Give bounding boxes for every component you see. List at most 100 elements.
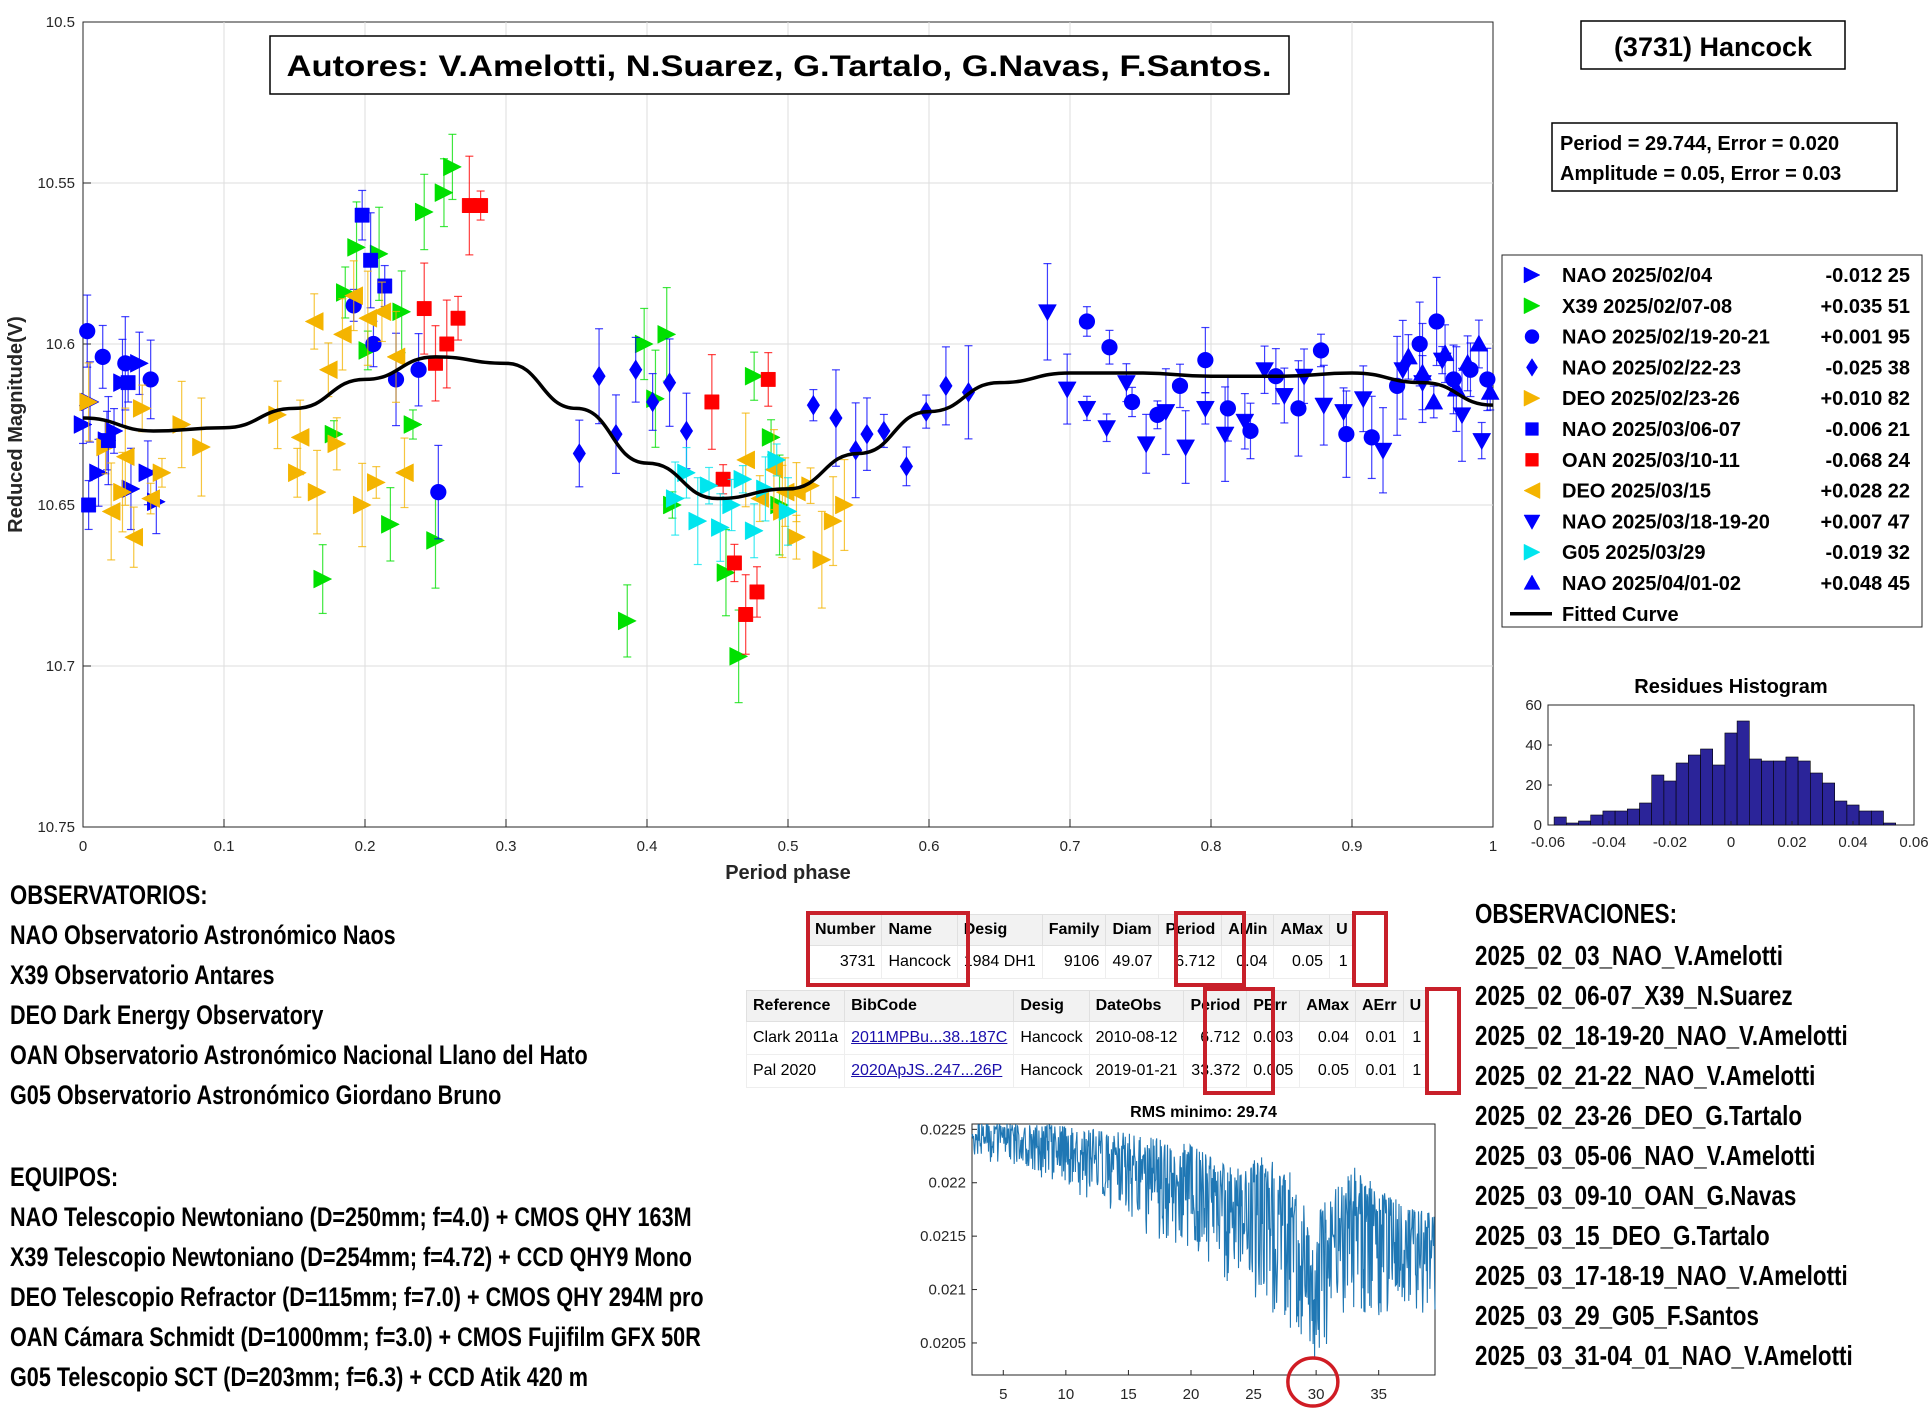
catalog-header-row: Number Name Desig Family Diam Period AMin AMax U <box>807 914 1355 946</box>
data-point <box>1435 344 1455 362</box>
histogram-bar <box>1688 754 1701 826</box>
observatorios-line: X39 Observatorio Antares <box>10 960 275 990</box>
data-point <box>1197 352 1214 369</box>
equipos-line: NAO Telescopio Newtoniano (D=250mm; f=4.… <box>10 1202 692 1232</box>
data-point <box>592 365 606 387</box>
data-point <box>354 207 370 223</box>
data-point <box>352 495 372 515</box>
y-tick-label: 10.55 <box>37 175 75 192</box>
catalog-cell: 1984 DH1 <box>956 945 1043 979</box>
data-point <box>1314 397 1334 415</box>
histogram-bar <box>1639 802 1652 826</box>
data-point <box>307 482 327 502</box>
data-point <box>688 511 708 531</box>
bibcode-link[interactable]: 2020ApJS..247...26P <box>851 1062 1003 1079</box>
reference-header-cell: PErr <box>1246 990 1301 1022</box>
data-point <box>101 502 121 521</box>
legend-offset: -0.019 32 <box>1825 542 1910 564</box>
data-point <box>288 463 307 483</box>
observatorios-line: DEO Dark Energy Observatory <box>10 1000 324 1030</box>
equipos-line: G05 Telescopio SCT (D=203mm; f=6.3) + CC… <box>10 1362 589 1392</box>
minimum-highlight <box>1286 1356 1340 1408</box>
data-point <box>386 347 406 367</box>
histogram-bar <box>1870 810 1884 826</box>
reference-header-cell: Desig <box>1013 990 1090 1022</box>
rms-x-tick-label: 10 <box>1058 1386 1075 1403</box>
reference-cell: Hancock <box>1013 1021 1090 1055</box>
rms-x-tick-label: 25 <box>1245 1386 1262 1403</box>
catalog-header-cell: AMin <box>1221 914 1275 946</box>
reference-header-cell: Reference <box>745 990 846 1022</box>
x-axis-label: Period phase <box>725 862 851 884</box>
data-point <box>939 375 953 397</box>
bibcode-link[interactable]: 2011MPBu...38..187C <box>851 1029 1008 1046</box>
legend-label: DEO 2025/03/15 <box>1562 481 1711 503</box>
hist-x-tick-label: -0.06 <box>1531 834 1565 851</box>
data-point <box>381 514 400 534</box>
reference-cell: 0.003 <box>1246 1021 1301 1055</box>
rms-y-tick-label: 0.022 <box>928 1175 966 1192</box>
data-point <box>1338 426 1355 443</box>
data-point <box>358 308 378 328</box>
reference-header-cell: AMax <box>1299 990 1356 1022</box>
hist-x-tick-label: 0.06 <box>1899 834 1928 851</box>
data-point <box>677 463 697 483</box>
data-point <box>761 427 781 447</box>
histogram-bar <box>1614 810 1628 826</box>
legend-label: DEO 2025/02/23-26 <box>1562 388 1740 410</box>
catalog-header-cell: AMax <box>1273 914 1331 946</box>
hist-x-tick-label: 0.02 <box>1777 834 1806 851</box>
observaciones-line: 2025_03_31-04_01_NAO_V.Amelotti <box>1475 1340 1853 1371</box>
legend-marker <box>1523 482 1541 500</box>
data-point <box>434 183 454 203</box>
legend <box>1501 254 1923 628</box>
data-point <box>377 278 393 294</box>
histogram-bar <box>1566 822 1579 826</box>
data-point <box>749 584 765 600</box>
reference-table: Reference BibCode Desig DateObs Period PErr AM… <box>745 990 1429 1088</box>
data-point <box>403 415 423 434</box>
data-point <box>1156 404 1176 422</box>
data-point <box>744 366 764 386</box>
fit-box <box>1551 122 1898 192</box>
data-point <box>347 237 367 257</box>
data-point <box>1312 342 1330 359</box>
data-point <box>704 394 720 410</box>
observaciones-title: OBSERVACIONES: <box>1475 898 1678 929</box>
legend-label: NAO 2025/02/19-20-21 <box>1562 327 1770 349</box>
catalog-header-cell: Diam <box>1105 914 1160 946</box>
data-point <box>336 283 355 302</box>
observaciones-line: 2025_02_23-26_DEO_G.Tartalo <box>1475 1100 1803 1131</box>
hist-y-tick-label: 20 <box>1525 777 1542 794</box>
catalog-cell: Hancock <box>881 945 958 979</box>
legend-offset: +0.035 51 <box>1820 296 1910 318</box>
histogram-bar <box>1724 732 1738 826</box>
rms-y-tick-label: 0.0215 <box>920 1228 966 1245</box>
data-point <box>120 375 136 391</box>
rms-periodogram: RMS minimo: 29.74 5 10 15 20 25 30 35 0.0205 0.02… <box>920 1104 1436 1408</box>
data-point <box>618 611 637 631</box>
data-point <box>1334 404 1353 422</box>
reference-header-cell: Period <box>1183 990 1248 1022</box>
catalog-cell: 1 <box>1329 945 1355 979</box>
data-point <box>124 527 144 547</box>
histogram-bar <box>1809 772 1823 826</box>
data-points <box>73 133 1500 704</box>
catalog-cell: 6.712 <box>1158 945 1223 979</box>
data-point <box>1479 371 1496 388</box>
reference-cell: 0.05 <box>1299 1054 1356 1088</box>
data-point <box>679 420 694 442</box>
data-point <box>729 646 749 666</box>
legend-marker <box>1523 297 1541 315</box>
data-point <box>1398 347 1418 365</box>
histogram-bar <box>1712 764 1726 826</box>
data-point <box>1255 362 1275 380</box>
data-point <box>629 359 643 381</box>
legend-offset: +0.001 95 <box>1820 327 1910 349</box>
x-tick-label: 0.1 <box>214 838 235 855</box>
series-4 <box>79 362 854 609</box>
data-point <box>1057 381 1077 399</box>
data-point <box>416 301 432 317</box>
data-point <box>1413 363 1432 381</box>
data-point <box>767 450 787 470</box>
